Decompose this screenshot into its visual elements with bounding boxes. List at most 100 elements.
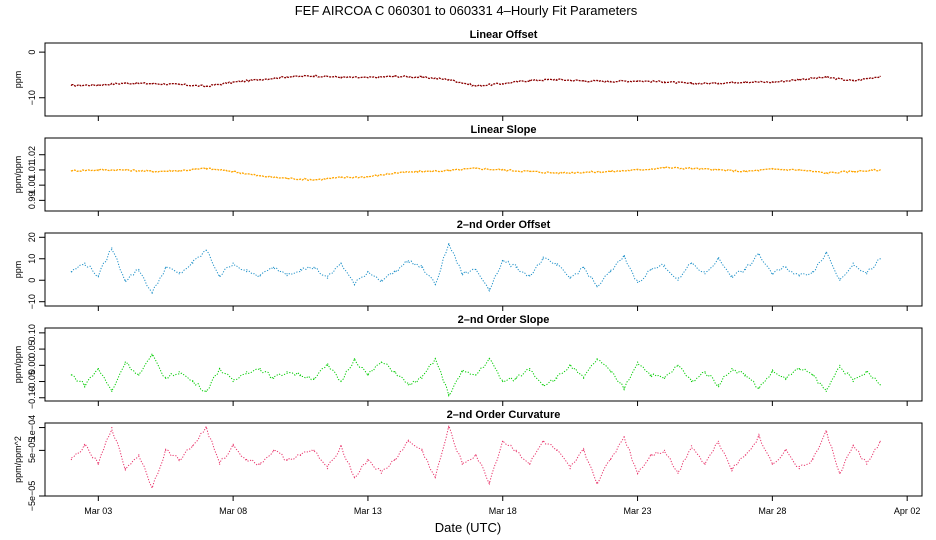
data-point bbox=[515, 449, 517, 451]
data-point bbox=[488, 288, 490, 290]
panel-2: Linear Slope ppm/ppm 0.991.001.011.02 bbox=[13, 124, 923, 212]
data-point bbox=[70, 374, 72, 376]
data-point bbox=[758, 253, 760, 256]
series-line bbox=[71, 242, 881, 294]
data-point bbox=[246, 271, 248, 273]
data-point bbox=[596, 481, 598, 483]
data-point bbox=[421, 266, 423, 268]
data-point bbox=[246, 371, 248, 373]
data-point bbox=[259, 463, 261, 465]
data-point bbox=[448, 393, 450, 396]
data-point bbox=[299, 374, 302, 376]
data-point bbox=[124, 279, 126, 281]
data-point bbox=[569, 468, 571, 470]
data-point bbox=[731, 275, 733, 277]
data-point bbox=[583, 377, 585, 379]
data-point bbox=[340, 262, 342, 264]
y-axis-label: ppm bbox=[13, 261, 23, 279]
data-point bbox=[825, 76, 827, 78]
data-point bbox=[192, 380, 194, 383]
x-tick-label: Mar 23 bbox=[624, 506, 652, 516]
y-tick-label: −10 bbox=[27, 294, 37, 309]
data-point bbox=[394, 458, 396, 461]
data-point bbox=[475, 167, 477, 169]
data-point bbox=[677, 279, 679, 281]
data-point bbox=[690, 380, 693, 383]
data-point bbox=[852, 380, 854, 383]
y-tick-label: 0.10 bbox=[27, 324, 37, 342]
data-point bbox=[771, 81, 774, 83]
y-axis-label: ppm/ppm bbox=[13, 156, 23, 194]
y-tick-label: 10 bbox=[27, 254, 37, 264]
data-point bbox=[151, 292, 153, 294]
chart-title: FEF AIRCOA C 060301 to 060331 4–Hourly F… bbox=[295, 3, 638, 18]
y-tick-label: 1.00 bbox=[27, 176, 37, 194]
y-tick-label: −0.10 bbox=[27, 386, 37, 409]
data-point bbox=[313, 179, 315, 181]
x-tick-label: Mar 08 bbox=[219, 506, 247, 516]
data-point bbox=[798, 169, 800, 171]
data-point bbox=[866, 273, 868, 275]
data-point bbox=[771, 371, 774, 373]
data-point bbox=[556, 172, 558, 174]
data-point bbox=[637, 80, 639, 82]
data-point bbox=[421, 76, 423, 78]
data-point bbox=[97, 463, 99, 465]
data-point bbox=[394, 371, 396, 373]
data-point bbox=[259, 275, 261, 277]
data-point bbox=[717, 82, 720, 84]
data-point bbox=[542, 384, 544, 386]
series-line bbox=[71, 166, 881, 182]
data-point bbox=[515, 266, 517, 268]
data-point bbox=[434, 358, 436, 360]
x-axis-label: Date (UTC) bbox=[435, 520, 501, 535]
data-point bbox=[569, 364, 571, 366]
data-point bbox=[340, 380, 342, 383]
data-point bbox=[353, 283, 356, 286]
data-point bbox=[690, 167, 693, 169]
panel-frame bbox=[44, 137, 923, 212]
data-point bbox=[219, 275, 221, 277]
data-point bbox=[758, 387, 760, 389]
data-point bbox=[744, 454, 747, 456]
data-point bbox=[744, 374, 747, 376]
data-point bbox=[852, 445, 854, 447]
data-point bbox=[798, 468, 800, 470]
data-point bbox=[246, 458, 248, 461]
data-point bbox=[259, 78, 261, 81]
data-point bbox=[340, 176, 342, 179]
panel-title: 2–nd Order Curvature bbox=[447, 409, 561, 421]
data-point bbox=[866, 371, 868, 373]
data-point bbox=[165, 449, 167, 451]
data-point bbox=[219, 463, 221, 465]
data-point bbox=[380, 361, 382, 363]
y-tick-label: 5e−05 bbox=[27, 438, 37, 463]
data-point bbox=[475, 268, 477, 271]
data-point bbox=[421, 170, 423, 173]
x-tick-label: Mar 03 bbox=[84, 506, 112, 516]
data-point bbox=[502, 440, 504, 442]
data-point bbox=[839, 364, 841, 366]
data-point bbox=[367, 77, 369, 79]
data-point bbox=[798, 275, 800, 277]
y-tick-label: 0.00 bbox=[27, 357, 37, 375]
data-point bbox=[286, 273, 288, 275]
data-point bbox=[299, 454, 302, 456]
data-point bbox=[367, 176, 369, 178]
data-point bbox=[326, 364, 329, 366]
data-point bbox=[475, 85, 477, 87]
panel-3: 2–nd Order Offset ppm −10 0 10 20 bbox=[13, 219, 923, 309]
data-point bbox=[111, 427, 113, 429]
data-point bbox=[677, 472, 679, 474]
y-tick-label: 0 bbox=[27, 50, 37, 55]
data-point bbox=[273, 449, 275, 451]
data-point bbox=[825, 251, 827, 253]
y-tick-label: 1e−04 bbox=[27, 415, 37, 440]
data-point bbox=[677, 364, 679, 366]
data-point bbox=[839, 472, 841, 474]
data-point bbox=[394, 271, 396, 273]
data-point bbox=[839, 279, 841, 281]
data-point bbox=[340, 445, 342, 447]
data-point bbox=[744, 170, 747, 173]
data-point bbox=[650, 454, 652, 456]
